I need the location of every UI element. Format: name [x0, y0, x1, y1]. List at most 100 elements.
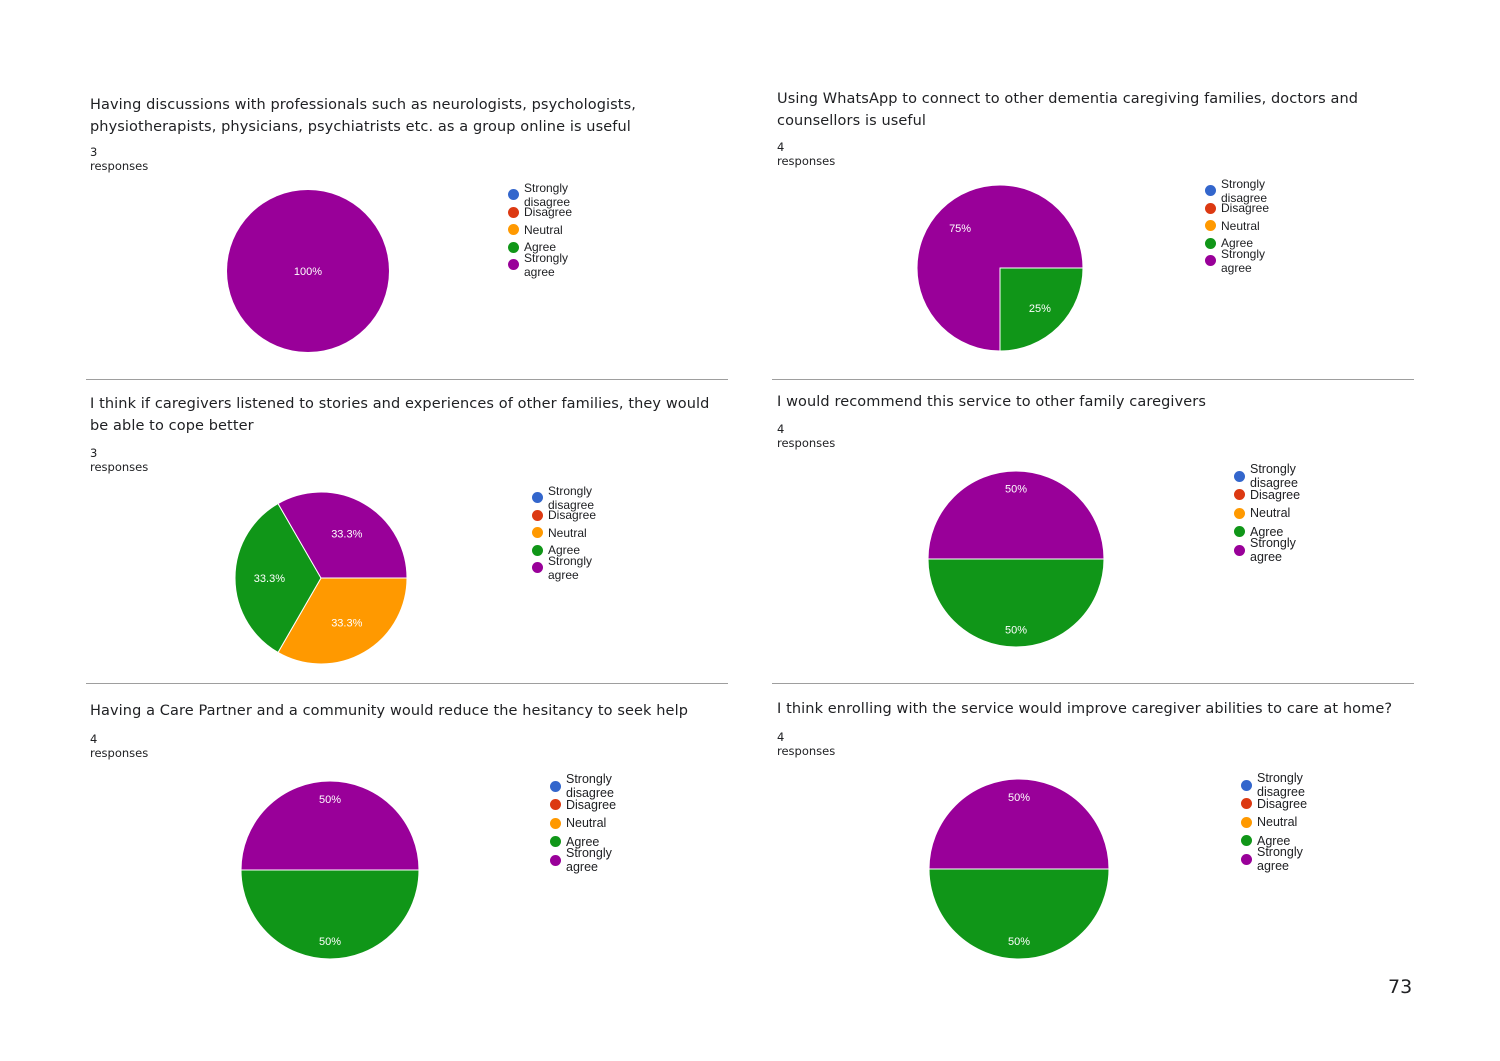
pie-slice — [227, 190, 389, 352]
data-label: 50% — [1008, 792, 1030, 804]
legend-item: Agree — [508, 239, 572, 257]
pie-chart: 50% 50% — [927, 470, 1105, 648]
legend-item: Strongly disagree — [1241, 771, 1307, 799]
data-label: 75% — [949, 223, 971, 235]
data-label: 33.3% — [331, 528, 362, 540]
legend-label: Agree — [524, 240, 557, 255]
response-count: 3 responses — [90, 145, 149, 173]
legend-label: Strongly agree — [1250, 536, 1296, 565]
legend-item: Strongly agree — [550, 846, 616, 874]
legend: Strongly disagree Disagree Neutral Agree Str… — [1234, 462, 1300, 564]
legend-swatch — [1241, 779, 1252, 791]
legend-label: Neutral — [548, 525, 587, 540]
legend-swatch — [1241, 816, 1252, 828]
legend-label: Neutral — [566, 816, 607, 831]
legend-item: Strongly agree — [532, 554, 596, 582]
legend-swatch — [532, 527, 543, 539]
data-label: 100% — [294, 266, 322, 278]
legend-item: Neutral — [1205, 217, 1269, 235]
data-label: 33.3% — [331, 618, 362, 630]
legend: Strongly disagree Disagree Neutral Agree Str… — [1241, 771, 1307, 873]
legend-item: Strongly agree — [508, 251, 572, 279]
legend-label: Strongly disagree — [1250, 462, 1298, 491]
legend-label: Strongly agree — [1257, 845, 1303, 874]
legend-label: Disagree — [1257, 796, 1308, 811]
legend-item: Strongly agree — [1241, 845, 1307, 873]
legend-item: Strongly disagree — [1205, 177, 1269, 205]
legend-swatch — [1241, 853, 1252, 865]
legend-label: Agree — [1257, 833, 1291, 848]
legend-item: Strongly agree — [1234, 536, 1300, 564]
legend-item: Disagree — [1205, 200, 1269, 218]
legend-swatch — [1234, 507, 1245, 519]
pie-slice — [277, 577, 408, 665]
legend-label: Agree — [1221, 236, 1254, 251]
pie-slice — [928, 778, 1110, 870]
divider — [772, 683, 1414, 684]
legend-label: Neutral — [1221, 218, 1260, 233]
pie-slice — [234, 502, 322, 654]
response-count: 4 responses — [777, 730, 836, 758]
pie-chart: 100% — [227, 190, 389, 352]
legend-item: Strongly disagree — [1234, 462, 1300, 490]
legend: Strongly disagree Disagree Neutral Agree Str… — [508, 181, 573, 279]
legend-item: Agree — [1205, 235, 1269, 253]
legend-swatch — [1234, 489, 1245, 501]
legend-label: Strongly agree — [1221, 246, 1266, 275]
pie-chart: 25% 75% — [916, 184, 1084, 352]
chart-title: Having discussions with professionals su… — [90, 97, 636, 135]
pie-slice — [999, 267, 1084, 352]
legend-swatch — [1234, 470, 1245, 482]
chart-title: I think enrolling with the service would… — [777, 701, 1393, 717]
legend-item: Neutral — [1234, 504, 1300, 523]
legend-label: Disagree — [1221, 201, 1270, 216]
legend-swatch — [508, 259, 519, 271]
legend-item: Neutral — [1241, 813, 1307, 832]
legend-item: Agree — [532, 542, 596, 560]
legend-swatch — [1205, 202, 1216, 214]
legend-item: Strongly disagree — [508, 181, 572, 209]
legend-label: Disagree — [566, 797, 617, 812]
legend-item: Agree — [1234, 523, 1300, 542]
legend-swatch — [532, 544, 543, 556]
legend-item: Disagree — [1234, 486, 1300, 505]
pie-slice — [240, 780, 420, 871]
legend-swatch — [1241, 798, 1252, 810]
legend-item: Neutral — [550, 814, 616, 833]
response-count: 4 responses — [90, 732, 149, 760]
legend-swatch — [508, 206, 519, 218]
data-label: 50% — [1005, 484, 1027, 496]
legend-label: Strongly disagree — [566, 772, 614, 801]
legend-item: Disagree — [532, 507, 596, 525]
data-label: 33.3% — [254, 573, 285, 585]
pie-slice — [927, 558, 1105, 648]
legend-item: Agree — [1241, 832, 1307, 851]
legend-label: Neutral — [1250, 506, 1291, 521]
legend: Strongly disagree Disagree Neutral Agree Str… — [1205, 177, 1269, 275]
legend-item: Strongly disagree — [550, 772, 616, 800]
legend-swatch — [550, 780, 561, 792]
pie-chart: 50% 50% — [240, 780, 420, 960]
legend-swatch — [508, 241, 519, 253]
legend-item: Neutral — [532, 524, 596, 542]
legend-item: Disagree — [1241, 795, 1307, 814]
legend-swatch — [550, 854, 561, 866]
pie-slice — [240, 869, 420, 960]
legend-item: Disagree — [550, 796, 616, 815]
legend-label: Agree — [566, 834, 600, 849]
legend-label: Strongly agree — [524, 250, 569, 279]
legend-swatch — [532, 562, 543, 574]
divider — [86, 683, 728, 684]
chart-title: I think if caregivers listened to storie… — [90, 396, 710, 434]
legend-label: Neutral — [1257, 815, 1298, 830]
response-count: 3 responses — [90, 446, 149, 474]
legend-label: Disagree — [548, 508, 597, 523]
legend-label: Disagree — [524, 205, 573, 220]
legend-swatch — [1234, 526, 1245, 538]
legend-label: Strongly disagree — [1221, 176, 1268, 205]
legend-swatch — [550, 799, 561, 811]
legend-swatch — [1205, 255, 1216, 267]
chart-title: I would recommend this service to other … — [777, 394, 1206, 410]
legend-label: Strongly agree — [566, 846, 612, 875]
data-label: 50% — [1005, 624, 1027, 636]
